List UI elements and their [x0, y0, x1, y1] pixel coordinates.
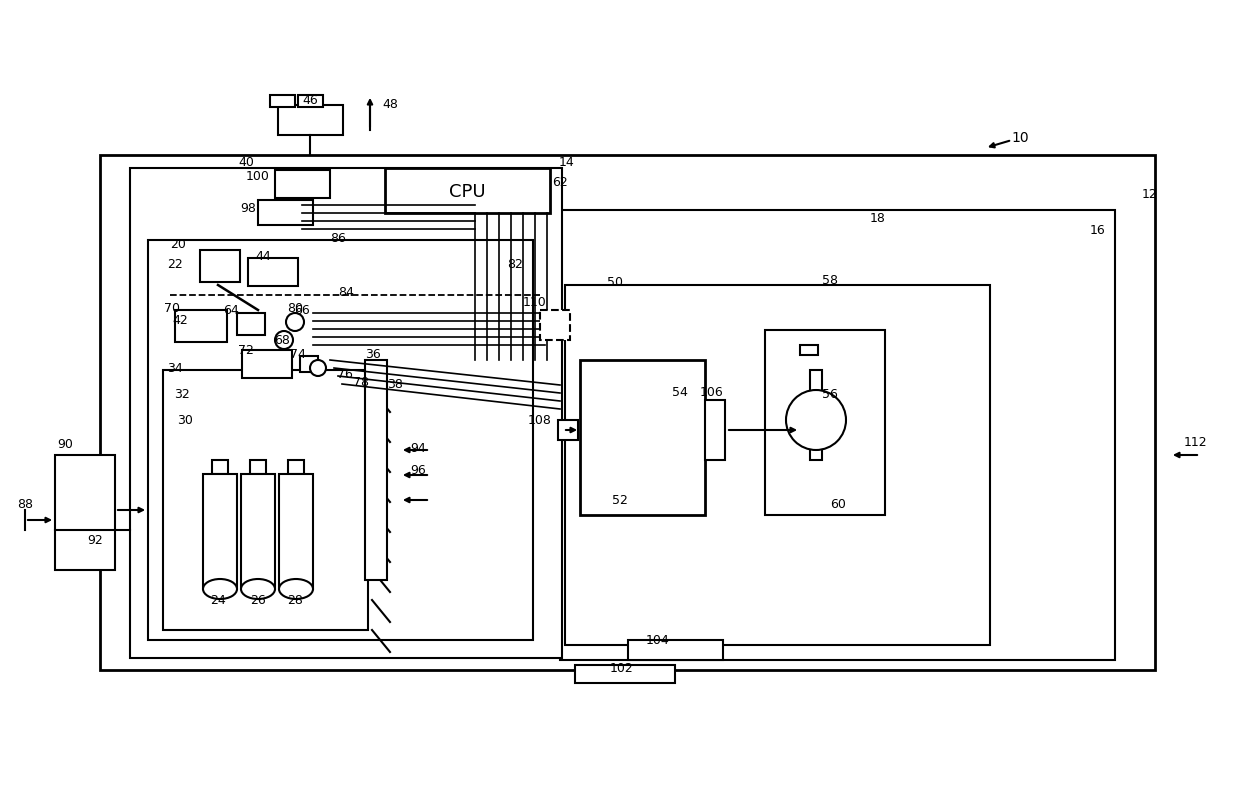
Text: 50: 50: [608, 276, 622, 288]
Ellipse shape: [241, 579, 275, 599]
Text: 68: 68: [274, 333, 290, 347]
Ellipse shape: [279, 579, 312, 599]
Text: 80: 80: [286, 302, 303, 314]
Circle shape: [275, 331, 293, 349]
Text: 56: 56: [822, 388, 838, 402]
Bar: [298, 95, 322, 107]
Text: 40: 40: [238, 156, 254, 168]
Text: 38: 38: [387, 379, 403, 391]
Bar: [55, 455, 115, 570]
Text: 28: 28: [288, 593, 303, 607]
Text: 66: 66: [294, 303, 310, 317]
Text: 42: 42: [172, 314, 188, 326]
Bar: [800, 345, 818, 355]
Bar: [175, 310, 227, 342]
Text: 96: 96: [410, 464, 425, 476]
Ellipse shape: [203, 579, 237, 599]
Text: 92: 92: [87, 534, 103, 546]
Bar: [288, 460, 304, 474]
Bar: [278, 105, 343, 135]
Text: 102: 102: [610, 662, 634, 674]
Text: 44: 44: [255, 249, 270, 263]
Bar: [248, 258, 298, 286]
Text: 70: 70: [164, 302, 180, 314]
Text: 86: 86: [330, 232, 346, 244]
Text: 90: 90: [57, 439, 73, 451]
Bar: [270, 95, 295, 107]
Bar: [539, 310, 570, 340]
Text: 16: 16: [1090, 223, 1106, 237]
Bar: [765, 330, 885, 515]
Text: 100: 100: [246, 171, 270, 183]
Text: 112: 112: [1183, 435, 1207, 449]
Bar: [130, 168, 562, 658]
Circle shape: [310, 360, 326, 376]
Bar: [279, 474, 312, 589]
Text: 74: 74: [290, 347, 306, 361]
Bar: [237, 313, 265, 335]
Text: 108: 108: [528, 413, 552, 427]
Text: 20: 20: [170, 238, 186, 252]
Bar: [384, 168, 551, 213]
Text: 84: 84: [339, 285, 353, 299]
Bar: [258, 200, 312, 225]
Text: 62: 62: [552, 177, 568, 189]
Bar: [706, 400, 725, 460]
Bar: [275, 170, 330, 198]
Text: 110: 110: [523, 296, 547, 308]
Bar: [100, 155, 1154, 670]
Bar: [250, 460, 267, 474]
Bar: [365, 360, 387, 580]
Text: 26: 26: [250, 593, 265, 607]
Text: 54: 54: [672, 385, 688, 399]
Bar: [575, 665, 675, 683]
Text: 72: 72: [238, 343, 254, 357]
Text: 76: 76: [337, 368, 353, 380]
Bar: [300, 356, 317, 372]
Text: 82: 82: [507, 259, 523, 271]
Text: 22: 22: [167, 259, 182, 271]
Text: 34: 34: [167, 362, 182, 374]
Bar: [627, 640, 723, 660]
Text: 106: 106: [701, 385, 724, 399]
Bar: [810, 370, 822, 460]
Text: 60: 60: [830, 498, 846, 512]
Text: 98: 98: [241, 201, 255, 215]
Text: 12: 12: [1142, 189, 1158, 201]
Bar: [242, 350, 291, 378]
Circle shape: [786, 390, 846, 450]
Bar: [162, 370, 368, 630]
Text: 58: 58: [822, 274, 838, 287]
Text: 104: 104: [646, 634, 670, 647]
Text: 46: 46: [303, 94, 317, 106]
Bar: [560, 210, 1115, 660]
Bar: [200, 250, 241, 282]
Text: 14: 14: [559, 156, 575, 170]
Bar: [148, 240, 533, 640]
Text: 78: 78: [353, 376, 370, 388]
Bar: [203, 474, 237, 589]
Text: 18: 18: [870, 211, 885, 225]
Text: 10: 10: [1011, 131, 1029, 145]
Bar: [565, 285, 990, 645]
Circle shape: [286, 313, 304, 331]
Text: CPU: CPU: [449, 183, 485, 201]
Text: 48: 48: [382, 98, 398, 112]
Text: 24: 24: [210, 593, 226, 607]
Text: 30: 30: [177, 413, 193, 427]
Text: 32: 32: [174, 388, 190, 402]
Text: 36: 36: [365, 348, 381, 362]
Text: 64: 64: [223, 303, 239, 317]
Bar: [212, 460, 228, 474]
Text: 94: 94: [410, 442, 425, 454]
Bar: [241, 474, 275, 589]
Text: 52: 52: [613, 494, 627, 506]
Bar: [558, 420, 578, 440]
Bar: [580, 360, 706, 515]
Text: 88: 88: [17, 498, 33, 512]
